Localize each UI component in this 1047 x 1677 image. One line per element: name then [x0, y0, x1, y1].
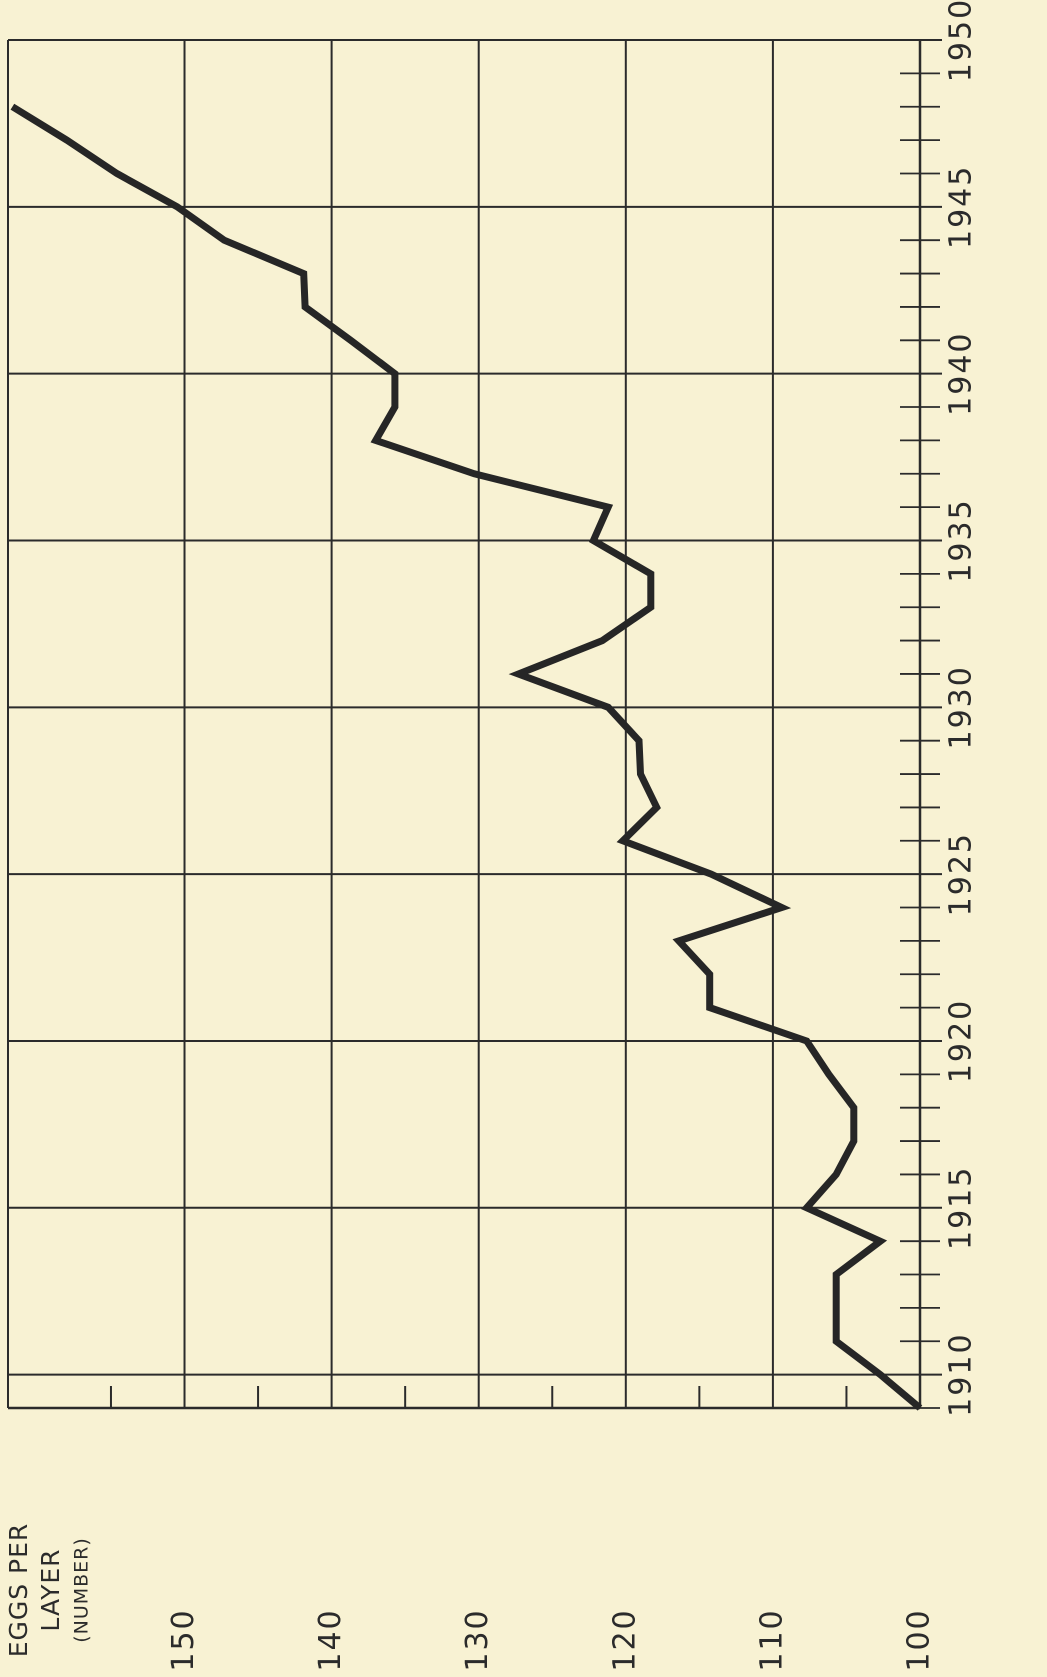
y-tick-label: 140 [313, 1608, 348, 1671]
y-tick-label: 120 [607, 1608, 642, 1671]
x-tick-label: 1935 [944, 498, 979, 582]
x-tick-label: 1915 [944, 1166, 979, 1250]
x-tick-label: 1910 [944, 1332, 979, 1416]
axis-label: (NUMBER) [71, 1537, 93, 1643]
x-tick-label: 1945 [944, 165, 979, 249]
axis-label: EGGS PER [4, 1523, 33, 1658]
data-line [10, 103, 923, 1411]
x-tick-label: 1950 [944, 0, 979, 82]
y-tick-label: 110 [754, 1608, 789, 1671]
x-tick-label: 1930 [944, 665, 979, 749]
axis-label: LAYER [36, 1548, 65, 1631]
x-tick-label: 1920 [944, 999, 979, 1083]
y-tick-label: 100 [902, 1608, 937, 1671]
x-tick-label: 1940 [944, 331, 979, 415]
y-tick-label: 130 [460, 1608, 495, 1671]
x-tick-label: 1925 [944, 832, 979, 916]
y-tick-label: 150 [166, 1608, 201, 1671]
